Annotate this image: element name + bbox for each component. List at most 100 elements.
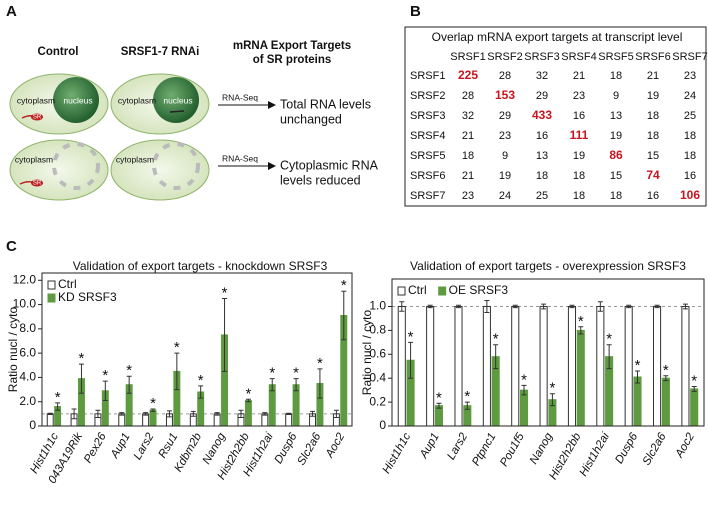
cell: 18 [462, 150, 474, 162]
header: of SR proteins [253, 54, 332, 66]
error-bar [484, 300, 490, 313]
error-bar [269, 378, 275, 392]
cell: 28 [499, 70, 511, 82]
error-bar [198, 385, 204, 399]
error-bar [286, 412, 292, 415]
legend-label: KD SRSF3 [58, 290, 117, 304]
y-tick-label: 2.0 [19, 394, 36, 408]
cell: 18 [647, 130, 659, 142]
label: SR [33, 181, 42, 187]
cell: 19 [573, 150, 585, 162]
legend-swatch [47, 280, 56, 290]
cell: cytoplasm SR [9, 139, 109, 201]
y-tick-label: 12.0 [13, 272, 37, 286]
error-bar [55, 402, 61, 411]
cell: 19 [610, 130, 622, 142]
cell: 18 [684, 150, 696, 162]
cell: cytoplasm nucleus SR [9, 73, 109, 135]
error-bar [541, 303, 547, 310]
error-bar [663, 375, 669, 382]
error-bar [166, 410, 172, 418]
cell: 86 [609, 148, 623, 162]
error-bar [102, 380, 108, 401]
cell: 24 [499, 190, 511, 202]
error-bar [569, 304, 575, 309]
label: cytoplasm [17, 95, 55, 105]
cell: 18 [536, 170, 548, 182]
error-bar [626, 304, 632, 309]
bar [661, 377, 670, 427]
x-tick-label: Slc2a6 [641, 431, 669, 468]
charts: Validation of export targets - knockdown… [6, 259, 705, 486]
significance: * [635, 357, 641, 374]
x-tick-label: Rsu1 [157, 431, 181, 460]
error-bar [317, 368, 323, 399]
row-header: SRSF2 [410, 90, 445, 102]
bar [149, 409, 157, 427]
x-tick-label: Slc2a6 [295, 431, 323, 468]
cell: 13 [610, 110, 622, 122]
error-bar [682, 303, 688, 310]
y-tick-label: 0.4 [369, 370, 386, 384]
significance: * [174, 339, 180, 356]
cell: 15 [647, 150, 659, 162]
label: RNA-Seq [222, 92, 258, 102]
y-tick-label: 0.6 [369, 346, 386, 360]
panel-label: A [6, 3, 17, 20]
chart-title: Validation of export targets - knockdown… [73, 259, 328, 273]
error-bar [293, 378, 299, 392]
y-tick-label: 1.0 [369, 299, 386, 313]
error-bar [222, 298, 228, 372]
bar [213, 413, 221, 427]
y-tick-label: 8.0 [19, 321, 36, 335]
error-bar [119, 412, 125, 416]
error-bar [691, 386, 697, 392]
label: nucleus [63, 95, 92, 105]
error-bar [549, 393, 555, 407]
cell: 21 [462, 170, 474, 182]
legend-swatch [438, 286, 447, 296]
header: mRNA Export Targets [233, 40, 351, 52]
error-bar [47, 412, 53, 415]
cell: 9 [613, 90, 619, 102]
bar [539, 305, 548, 427]
header: SRSF1-7 RNAi [121, 46, 200, 58]
cell: 9 [502, 150, 508, 162]
column-header: SRSF6 [635, 51, 670, 63]
y-tick-label: 4.0 [19, 370, 36, 384]
legend-swatch [397, 286, 406, 296]
table: SRSF1 SRSF2 SRSF3 SRSF4 SRSF5 SRSF6 SRSF7SRSF1… [410, 51, 708, 202]
label: RNA-Seq [222, 153, 258, 163]
cell: 19 [499, 170, 511, 182]
x-tick-label: Pou1f5 [498, 430, 527, 468]
error-bar [71, 408, 77, 420]
error-bar [597, 301, 603, 312]
error-bar [493, 344, 499, 370]
cell: 18 [573, 170, 585, 182]
significance: * [436, 389, 442, 406]
row-header: SRSF4 [410, 130, 445, 142]
cell: 23 [499, 130, 511, 142]
cell: 18 [573, 190, 585, 202]
error-bar [245, 398, 251, 403]
significance: * [79, 350, 85, 367]
column-header: SRSF1 [450, 51, 485, 63]
cell: 16 [573, 110, 585, 122]
label: SR [33, 115, 42, 121]
y-tick-label: 10.0 [13, 297, 37, 311]
significance: * [245, 385, 251, 402]
cell: 18 [647, 110, 659, 122]
x-tick-label: Aup1 [108, 431, 132, 461]
error-bar [126, 375, 132, 394]
significance: * [55, 389, 61, 406]
panel-label: B [410, 3, 421, 20]
error-bar [521, 384, 527, 396]
error-bar [174, 352, 180, 391]
bar [624, 305, 633, 427]
label: cytoplasm [15, 154, 53, 164]
significance: * [663, 362, 669, 379]
error-bar [456, 304, 462, 309]
legend-swatch [47, 293, 56, 303]
cell: 16 [647, 190, 659, 202]
significance: * [293, 365, 299, 382]
